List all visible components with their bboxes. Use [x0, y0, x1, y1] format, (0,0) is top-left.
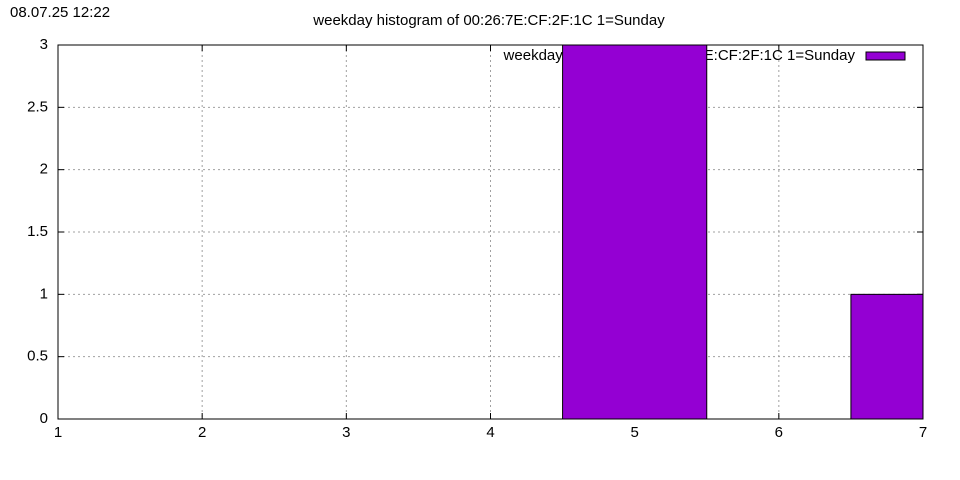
x-tick-label: 3 [342, 424, 350, 441]
x-tick-label: 2 [198, 424, 206, 441]
plot-area [562, 45, 923, 419]
x-tick-label: 4 [486, 424, 494, 441]
chart-title: weekday histogram of 00:26:7E:CF:2F:1C 1… [312, 12, 665, 29]
y-tick-label: 1 [40, 285, 48, 302]
y-tick-label: 3 [40, 36, 48, 53]
y-tick-label: 0.5 [27, 348, 48, 365]
x-tick-label: 6 [775, 424, 783, 441]
x-tick-label: 1 [54, 424, 62, 441]
legend-swatch [865, 51, 906, 61]
y-tick-label: 2 [40, 161, 48, 178]
bar [850, 293, 923, 419]
timestamp: 08.07.25 12:22 [10, 4, 110, 21]
y-tick-label: 0 [40, 410, 48, 427]
bar [562, 45, 708, 419]
y-tick-label: 1.5 [27, 223, 48, 240]
x-tick-label: 5 [630, 424, 638, 441]
x-tick-label: 7 [919, 424, 927, 441]
plot-border [57, 44, 924, 420]
y-tick-label: 2.5 [27, 98, 48, 115]
